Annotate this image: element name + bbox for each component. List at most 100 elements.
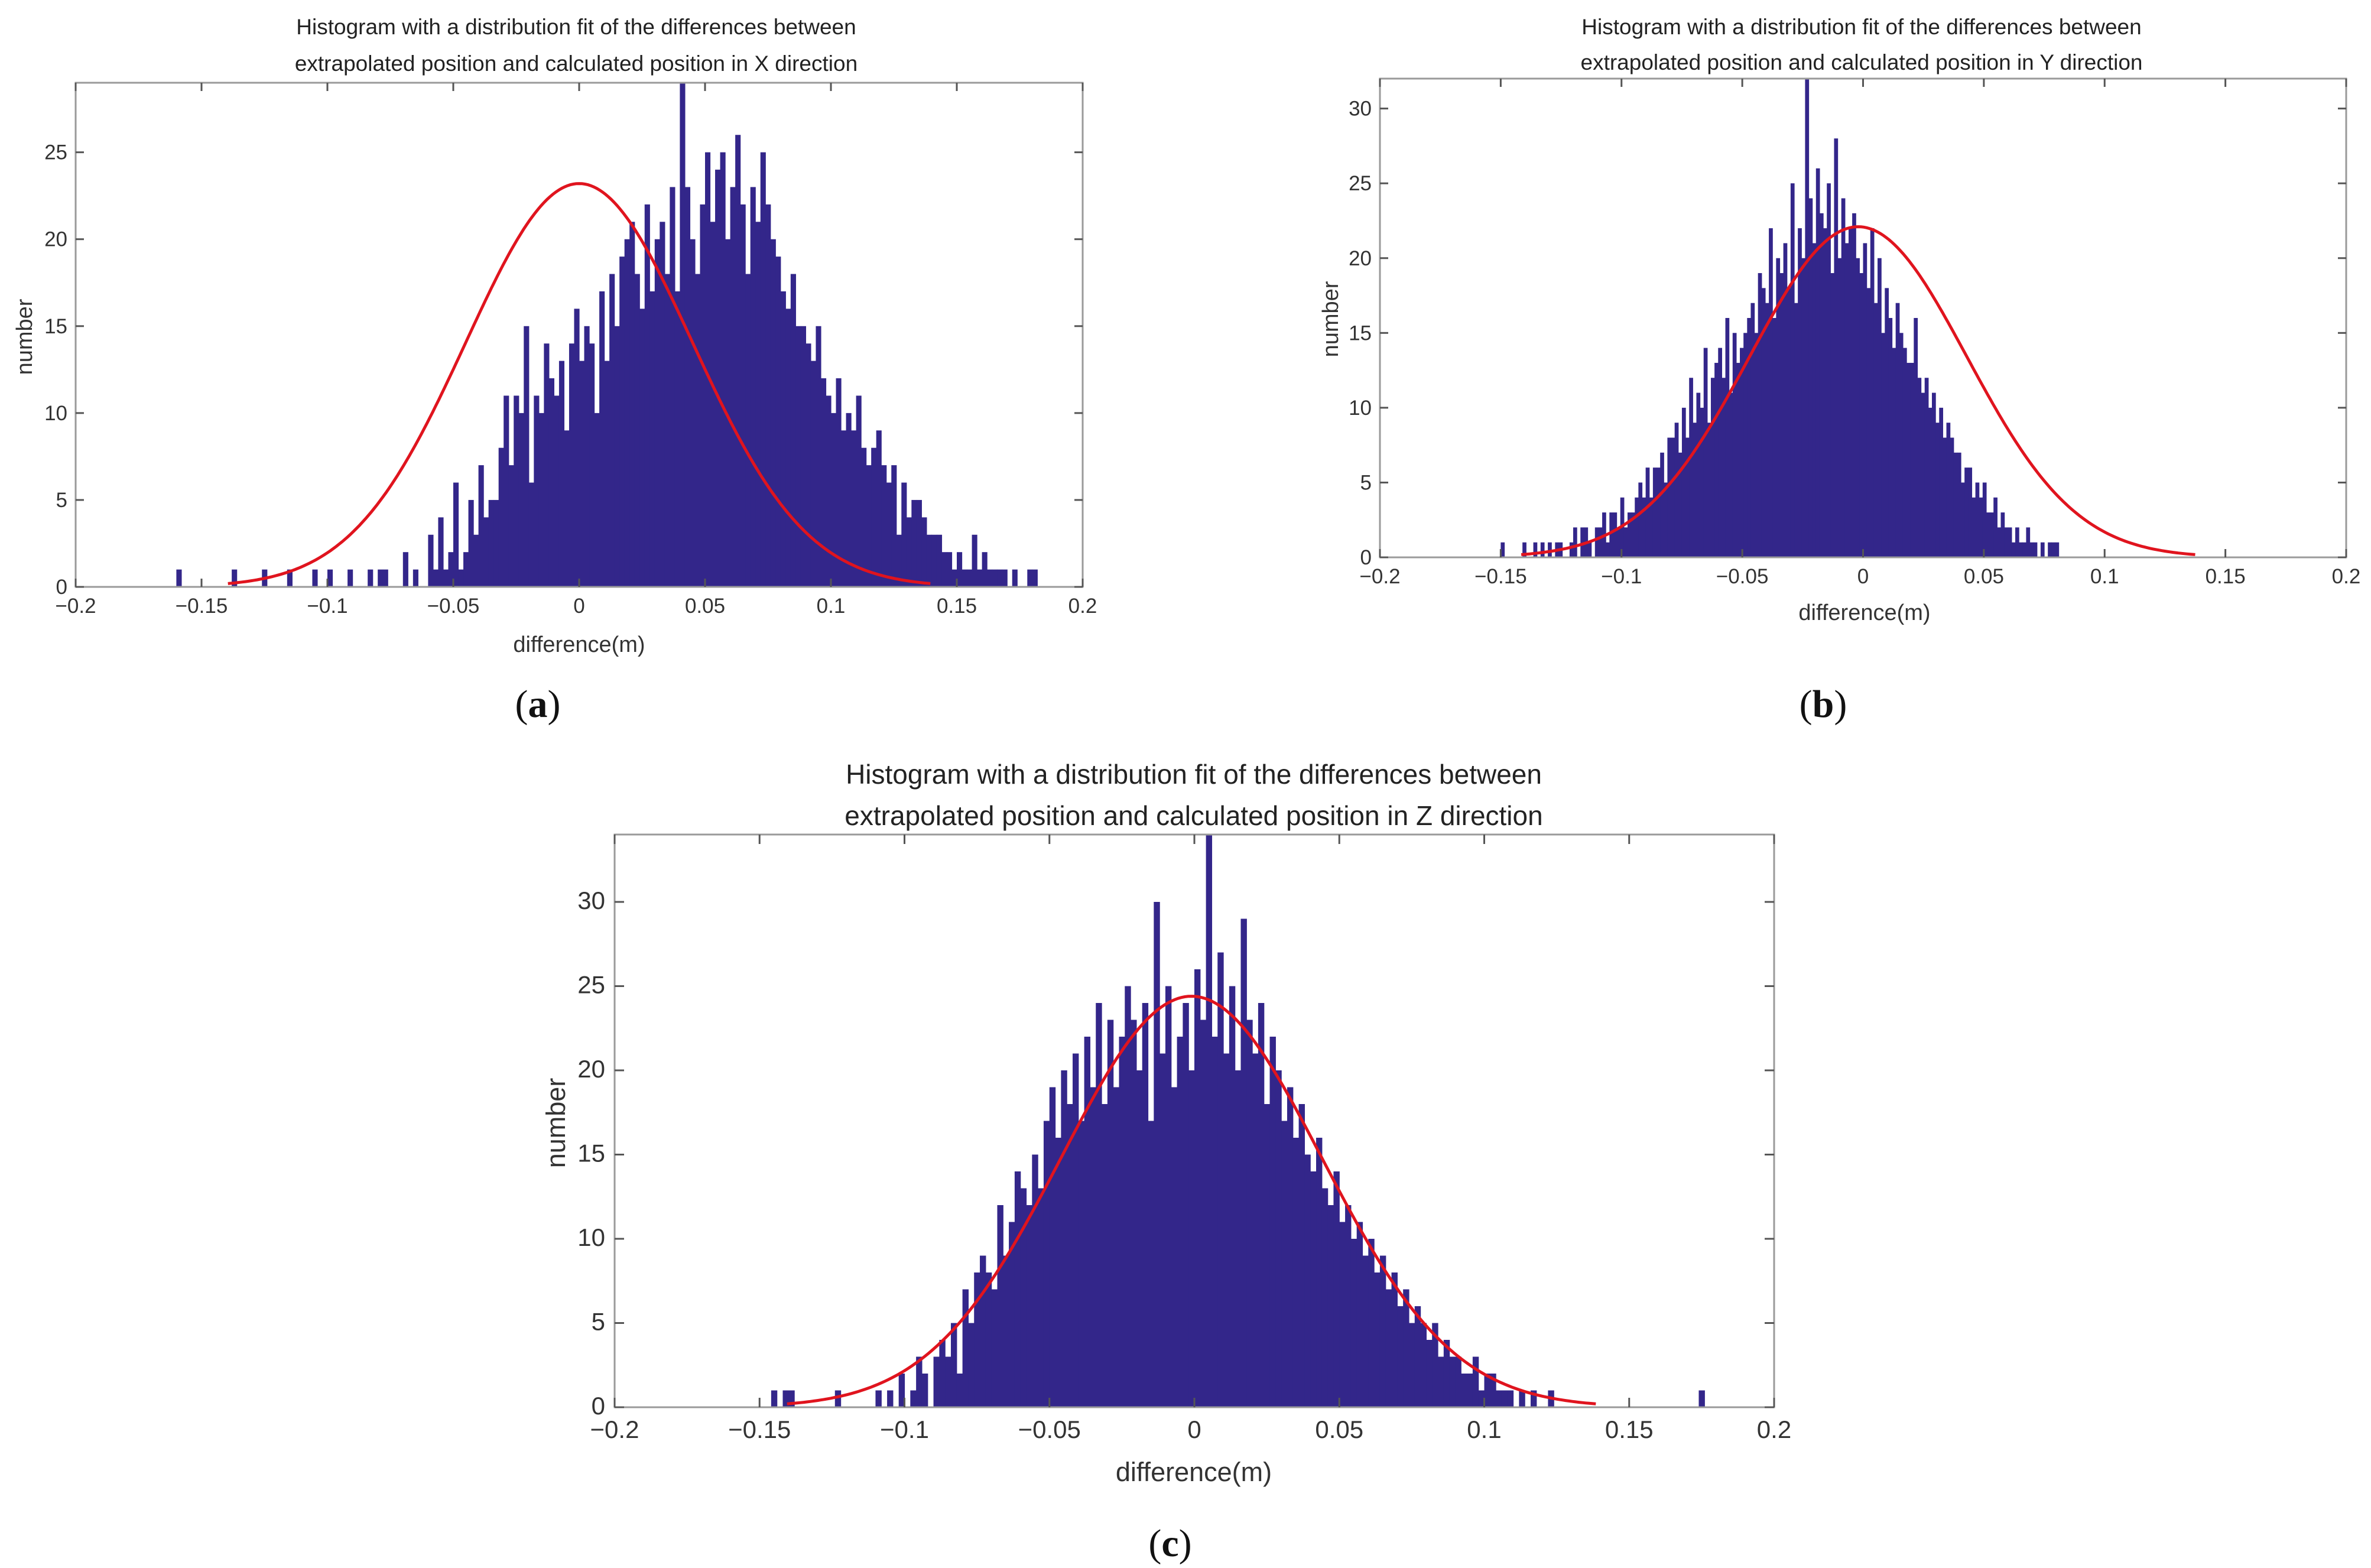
histogram-bar — [1681, 407, 1686, 558]
histogram-bar — [599, 291, 605, 587]
histogram-bar — [1014, 1171, 1021, 1407]
y-tick-label: 0 — [1360, 546, 1372, 569]
histogram-bar — [1449, 1356, 1456, 1407]
histogram-bar — [1258, 1003, 1265, 1407]
histogram-bar — [1968, 468, 1973, 558]
histogram-bar — [1645, 468, 1650, 558]
histogram-bar — [1540, 542, 1545, 557]
histogram-bar — [1815, 168, 1820, 558]
histogram-bar — [831, 413, 837, 587]
histogram-bar — [458, 569, 464, 587]
histogram-bar — [1794, 303, 1798, 557]
histogram-bar — [1935, 423, 1940, 557]
histogram-bar — [1671, 437, 1675, 557]
histogram-bar — [1206, 835, 1213, 1407]
histogram-bar — [770, 239, 776, 587]
histogram-bar — [1414, 1306, 1421, 1407]
histogram-bar — [589, 343, 595, 587]
histogram-bar — [1165, 986, 1172, 1407]
histogram-bar — [654, 239, 660, 587]
histogram-bar — [1808, 198, 1813, 557]
y-tick-label: 25 — [577, 971, 605, 999]
histogram-bar — [649, 291, 655, 587]
histogram-bar — [1333, 1171, 1340, 1407]
histogram-bar — [670, 187, 675, 587]
histogram-bar — [980, 1255, 986, 1407]
histogram-bar — [795, 326, 801, 587]
x-tick-label: 0 — [1857, 565, 1869, 588]
histogram-bar — [972, 534, 977, 587]
histogram-bar — [816, 326, 821, 587]
caption-a: (a) — [515, 683, 561, 726]
histogram-bar — [1790, 183, 1795, 557]
histogram-bar — [1961, 482, 1965, 557]
x-tick-label: −0.15 — [728, 1416, 791, 1443]
histogram-bar — [1519, 1390, 1525, 1407]
histogram-bar — [901, 482, 907, 587]
histogram-bar — [1674, 423, 1679, 557]
histogram-bar — [1507, 1390, 1514, 1407]
histogram-bar — [788, 1390, 795, 1407]
histogram-bar — [911, 499, 917, 587]
histogram-bar — [1385, 1289, 1392, 1407]
x-tick-label: 0.05 — [685, 595, 725, 618]
x-tick-label: 0.1 — [2090, 565, 2119, 588]
histogram-bar — [876, 430, 882, 587]
histogram-bar — [1740, 348, 1744, 558]
y-tick-label: 10 — [44, 402, 67, 425]
histogram-bar — [1316, 1138, 1323, 1407]
histogram-bar — [1765, 303, 1769, 557]
histogram-bar — [1171, 1087, 1178, 1407]
histogram-bar — [936, 534, 943, 587]
histogram-bar — [1229, 986, 1236, 1407]
x-tick-label: 0.2 — [2332, 565, 2361, 588]
histogram-bar — [765, 204, 771, 587]
histogram-bar — [1131, 1020, 1137, 1407]
panel-c: Histogram with a distribution fit of the… — [541, 759, 1791, 1565]
histogram-bar — [1443, 1340, 1450, 1407]
histogram-bars — [771, 835, 1705, 1407]
histogram-bar — [1281, 1121, 1288, 1407]
y-axis-label: number — [1318, 281, 1343, 357]
x-axis-label: difference(m) — [513, 632, 645, 657]
histogram-bar — [1881, 333, 1885, 557]
histogram-bar — [1339, 1222, 1346, 1407]
histogram-bar — [1350, 1239, 1357, 1407]
histogram-bar — [634, 274, 640, 587]
histogram-bars — [1500, 79, 2060, 558]
histogram-bar — [1125, 986, 1131, 1407]
histogram-bar — [740, 204, 746, 587]
histogram-bar — [1598, 527, 1603, 558]
histogram-bar — [1403, 1289, 1409, 1407]
histogram-bar — [1627, 512, 1632, 557]
histogram-bar — [604, 361, 610, 587]
x-tick-label: 0.1 — [1467, 1416, 1501, 1443]
x-tick-label: −0.05 — [1716, 565, 1769, 588]
histogram-bar — [524, 326, 530, 587]
histogram-bar — [1096, 1003, 1102, 1407]
histogram-bar — [402, 552, 408, 587]
histogram-bar — [569, 343, 575, 587]
histogram-bar — [1986, 512, 1990, 557]
histogram-bar — [528, 482, 534, 587]
x-tick-label: −0.2 — [590, 1416, 639, 1443]
histogram-bar — [1801, 258, 1805, 557]
histogram-bar — [287, 569, 293, 587]
histogram-bar — [1580, 527, 1584, 558]
x-tick-label: −0.2 — [1359, 565, 1400, 588]
histogram-bar — [1769, 228, 1773, 558]
histogram-bar — [2029, 542, 2034, 557]
histogram-bar — [1830, 273, 1835, 557]
histogram-bar — [926, 534, 932, 587]
histogram-bar — [1177, 1037, 1183, 1407]
histogram-bar — [2022, 542, 2027, 557]
histogram-bar — [1657, 468, 1661, 558]
histogram-bar — [1950, 437, 1954, 557]
histogram-bar — [2048, 542, 2052, 557]
histogram-bar — [1292, 1138, 1300, 1407]
histogram-bar — [1569, 542, 1574, 557]
normal-fit-curve — [787, 995, 1596, 1405]
histogram-bar — [1090, 1087, 1096, 1407]
histogram-bar — [851, 430, 857, 587]
histogram-bar — [945, 1356, 951, 1407]
